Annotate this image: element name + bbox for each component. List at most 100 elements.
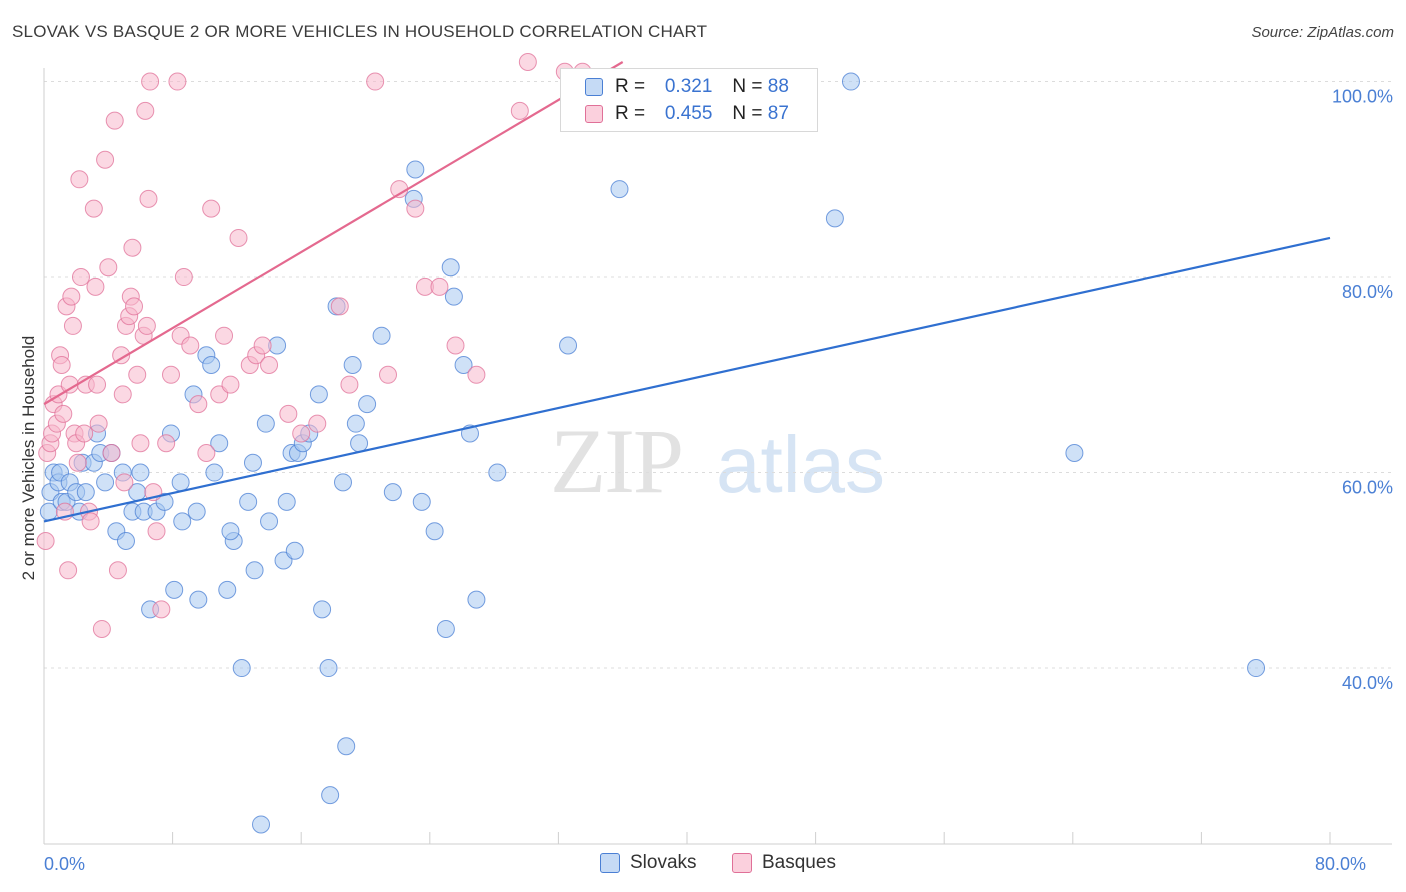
- legend-r-label: R =: [615, 76, 646, 97]
- data-point: [425, 522, 444, 541]
- gridlines: [44, 81, 1392, 669]
- legend-row-slovaks: R = 0.321 N = 88: [585, 74, 789, 100]
- data-point: [319, 659, 338, 678]
- data-point: [253, 336, 272, 355]
- data-point: [333, 473, 352, 492]
- data-point: [205, 463, 224, 482]
- series-basques: [36, 53, 592, 638]
- chart-title: SLOVAK VS BASQUE 2 OR MORE VEHICLES IN H…: [12, 22, 708, 41]
- data-point: [99, 258, 118, 277]
- data-point: [285, 541, 304, 560]
- data-point: [54, 404, 73, 423]
- data-point: [71, 268, 90, 287]
- data-point: [197, 444, 216, 462]
- data-point: [165, 580, 184, 599]
- data-point: [70, 170, 89, 189]
- data-point: [218, 580, 237, 599]
- data-point: [444, 287, 463, 306]
- data-point: [467, 365, 486, 384]
- data-point: [358, 395, 377, 414]
- data-point: [88, 375, 107, 394]
- data-point: [321, 786, 340, 805]
- data-point: [488, 463, 507, 482]
- data-points: [36, 53, 1266, 834]
- data-point: [313, 600, 332, 619]
- x-tick-label: 80.0%: [1315, 854, 1366, 874]
- data-point: [105, 111, 124, 130]
- data-point: [825, 209, 844, 228]
- legend-row-basques: R = 0.455 N = 87: [585, 101, 789, 127]
- data-point: [277, 492, 296, 511]
- watermark-atlas: atlas: [716, 420, 885, 509]
- legend-n-value: 87: [767, 103, 789, 124]
- data-point: [96, 150, 115, 169]
- data-point: [610, 180, 629, 199]
- data-point: [436, 619, 455, 638]
- data-point: [412, 492, 431, 511]
- data-point: [116, 531, 135, 550]
- data-point: [84, 199, 103, 218]
- trend-line-slovaks: [43, 236, 1331, 523]
- series-legend: Slovaks Basques: [0, 852, 1406, 878]
- data-point: [68, 453, 87, 472]
- data-point: [366, 72, 385, 91]
- data-point: [123, 238, 142, 257]
- data-point: [125, 297, 144, 316]
- data-point: [446, 336, 465, 355]
- y-tick-label: 80.0%: [1342, 282, 1393, 302]
- y-tick-label: 60.0%: [1342, 478, 1393, 498]
- data-point: [102, 444, 121, 462]
- data-point: [202, 199, 221, 218]
- data-point: [260, 512, 279, 531]
- data-point: [232, 659, 251, 678]
- legend-label-slovaks: Slovaks: [630, 852, 697, 873]
- data-point: [510, 101, 529, 120]
- data-point: [136, 101, 155, 120]
- watermark-zip: ZIP: [550, 410, 682, 512]
- data-point: [108, 561, 127, 580]
- data-point: [559, 336, 578, 355]
- data-point: [36, 531, 55, 550]
- data-point: [406, 199, 425, 218]
- data-point: [229, 228, 248, 247]
- data-point: [168, 72, 187, 91]
- data-point: [379, 365, 398, 384]
- data-point: [1065, 444, 1084, 462]
- data-point: [340, 375, 359, 394]
- data-point: [330, 297, 349, 316]
- data-point: [131, 463, 150, 482]
- data-point: [202, 356, 221, 375]
- data-point: [152, 600, 171, 619]
- trend-lines: [43, 61, 1331, 523]
- data-point: [308, 414, 327, 433]
- legend-label-basques: Basques: [762, 852, 836, 873]
- data-point: [137, 316, 156, 335]
- data-point: [63, 316, 82, 335]
- legend-item-slovaks: Slovaks: [600, 852, 697, 874]
- data-point: [189, 590, 208, 609]
- data-point: [161, 365, 180, 384]
- data-point: [210, 434, 229, 453]
- legend-swatch-slovaks: [585, 78, 603, 96]
- watermark: ZIP atlas: [550, 410, 885, 512]
- data-point: [174, 268, 193, 287]
- data-point: [86, 277, 105, 296]
- data-point: [243, 453, 262, 472]
- data-point: [441, 258, 460, 277]
- data-point: [187, 502, 206, 521]
- legend-r-value: 0.321: [664, 76, 713, 97]
- y-tick-label: 100.0%: [1332, 87, 1393, 107]
- data-point: [147, 522, 166, 541]
- legend-r-label: R =: [615, 103, 646, 124]
- data-point: [131, 434, 150, 453]
- data-point: [113, 385, 132, 404]
- data-point: [75, 424, 94, 443]
- source-label: Source: ZipAtlas.com: [1251, 24, 1394, 41]
- data-point: [112, 346, 131, 365]
- data-point: [173, 512, 192, 531]
- data-point: [346, 414, 365, 433]
- legend-swatch-slovaks: [600, 853, 620, 873]
- series-slovaks: [39, 72, 1266, 834]
- data-point: [350, 434, 369, 453]
- data-point: [215, 326, 234, 345]
